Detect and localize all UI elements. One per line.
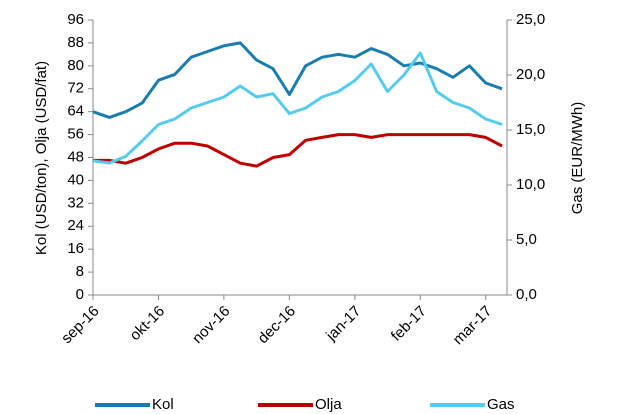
series-line: [93, 133, 503, 168]
y-tick-label: 64: [67, 103, 84, 120]
y-tick-label: 72: [67, 80, 84, 97]
y-tick-label: 8: [76, 263, 84, 280]
y-tick-label: 56: [67, 126, 84, 143]
legend-label: Olja: [315, 396, 342, 413]
legend-label: Kol: [152, 396, 174, 413]
y2-tick-label: 10,0: [516, 176, 545, 193]
y-tick-label: 40: [67, 171, 84, 188]
y-tick-label: 80: [67, 57, 84, 74]
y-tick-label: 24: [67, 217, 84, 234]
series-line: [92, 51, 503, 165]
y2-axis-label: Gas (EUR/MWh): [569, 102, 586, 215]
y-tick-label: 88: [67, 34, 84, 51]
x-tick-label: dec-16: [255, 303, 299, 347]
x-tick-label: okt-16: [127, 303, 169, 345]
y2-tick-label: 20,0: [516, 66, 545, 83]
y-tick-label: 96: [67, 11, 84, 28]
y-axis-label: Kol (USD/ton), Olja (USD/fat): [33, 61, 50, 255]
y-tick-label: 32: [67, 194, 84, 211]
x-tick-label: feb-17: [388, 303, 430, 345]
series-line: [92, 41, 503, 119]
y-tick-label: 48: [67, 148, 84, 165]
y2-tick-label: 25,0: [516, 11, 545, 28]
x-tick-label: sep-16: [58, 303, 102, 347]
x-tick-label: nov-16: [189, 303, 233, 347]
y-tick-label: 16: [67, 240, 84, 257]
y-tick-label: 0: [76, 286, 84, 303]
x-tick-label: jan-17: [322, 303, 364, 345]
y2-tick-label: 15,0: [516, 121, 545, 138]
legend-label: Gas: [487, 396, 515, 413]
x-tick-label: mar-17: [450, 303, 496, 349]
y2-tick-label: 0,0: [516, 286, 537, 303]
y2-tick-label: 5,0: [516, 231, 537, 248]
